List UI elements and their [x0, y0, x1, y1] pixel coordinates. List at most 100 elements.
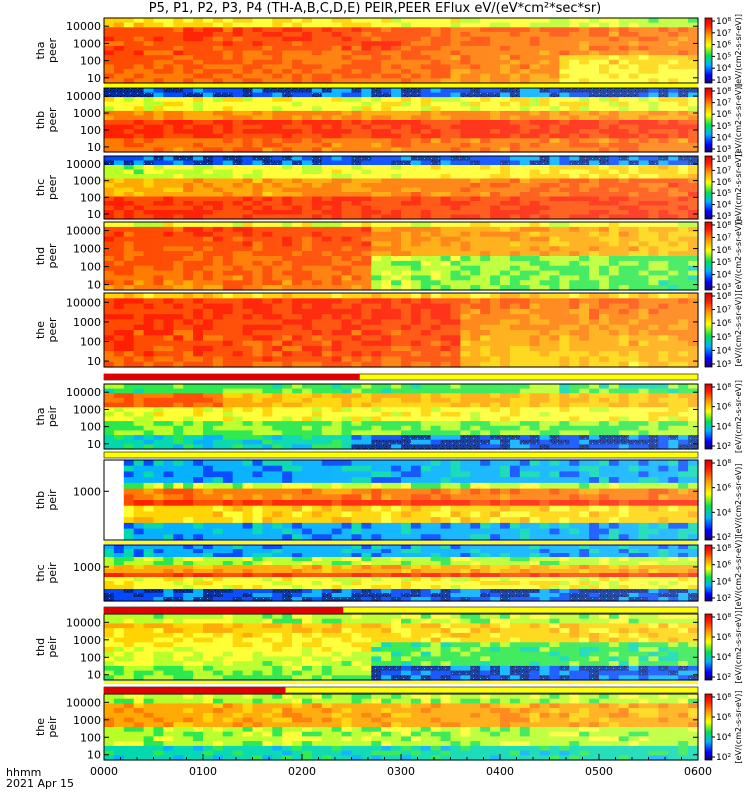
- y-axis-label: peir: [46, 405, 59, 427]
- colorbar-tick-label: 10²: [716, 442, 731, 452]
- y-tick-label: 100: [80, 191, 101, 204]
- colorbar: [704, 221, 713, 291]
- x-tick-label: 0400: [486, 765, 514, 778]
- y-tick-label: 10: [87, 355, 101, 368]
- colorbar-tick-label: 10⁸: [716, 87, 731, 97]
- y-tick-label: 10000: [66, 296, 101, 309]
- y-tick-label: 100: [80, 336, 101, 349]
- colorbar: [704, 17, 713, 84]
- colorbar-label: [eV/(cm2-s-sr-eV)]: [734, 610, 743, 683]
- y-tick-label: 1000: [73, 316, 101, 329]
- y-tick-label: 1000: [73, 714, 101, 727]
- y-axis-label: peer: [46, 175, 59, 201]
- mode-bar: [104, 541, 698, 544]
- y-axis-label: thc: [34, 564, 47, 581]
- y-tick-label: 1000: [73, 243, 101, 256]
- colorbar-tick-label: 10⁴: [716, 64, 731, 74]
- colorbar-tick-label: 10⁶: [716, 633, 731, 643]
- panel-frame: [103, 17, 699, 84]
- y-tick-label: 10000: [66, 20, 101, 33]
- colorbar-tick-label: 10⁴: [716, 577, 731, 587]
- y-axis-label: the: [34, 321, 47, 339]
- y-axis-label: thb: [34, 111, 47, 129]
- mode-bar-segment: [104, 607, 344, 613]
- colorbar-tick-label: 10⁵: [716, 122, 731, 132]
- y-tick-label: 1000: [73, 175, 101, 188]
- y-axis-label: peer: [46, 243, 59, 269]
- colorbar: [704, 155, 713, 220]
- y-tick-label: 10: [87, 72, 101, 85]
- y-tick-label: 10000: [66, 386, 101, 399]
- colorbar-tick-label: 10⁴: [716, 653, 731, 663]
- colorbar-tick-label: 10⁴: [716, 271, 731, 281]
- colorbar-tick-label: 10⁴: [716, 346, 731, 356]
- y-tick-label: 1000: [73, 107, 101, 120]
- mode-bar-segment: [104, 687, 286, 693]
- colorbar-tick-label: 10⁴: [716, 422, 731, 432]
- panel-thd-peir: 10 100 1000 10000 thd peir 10² 10⁴ 10⁶ 10⁸ [eV/(cm…: [34, 610, 743, 683]
- colorbar-tick-label: 10⁴: [716, 201, 731, 211]
- y-axis-label: peir: [46, 636, 59, 658]
- mode-bar: [103, 451, 699, 459]
- y-tick-label: 100: [80, 651, 101, 664]
- panel-the-peer: 10 100 1000 10000 the peer 10³ 10⁴ 10⁵ 10⁶ 10⁷ 10⁸[…: [34, 292, 743, 370]
- x-tick-label: 0200: [288, 765, 316, 778]
- colorbar: [704, 693, 713, 761]
- y-tick-label: 10000: [66, 90, 101, 103]
- y-tick-label: 10: [87, 749, 101, 762]
- colorbar: [704, 292, 713, 368]
- panel-thb-peir: 1000 thb peir 10² 10⁴ 10⁶ 10⁸ [eV/(cm2-s-sr-eV)…: [34, 459, 743, 543]
- colorbar-tick-label: 10⁶: [716, 484, 731, 494]
- panel-frame: [103, 221, 699, 291]
- y-tick-label: 10: [87, 279, 101, 292]
- x-tick-label: 0500: [585, 765, 613, 778]
- colorbar: [704, 544, 713, 602]
- y-tick-label: 10: [87, 669, 101, 682]
- colorbar-label: [eV/(cm2-s-sr-eV)]: [734, 690, 743, 763]
- y-tick-label: 100: [80, 124, 101, 137]
- colorbar-tick-label: 10²: [716, 753, 731, 763]
- colorbar-tick-label: 10⁴: [716, 733, 731, 743]
- y-axis-label: peer: [46, 107, 59, 133]
- colorbar-tick-label: 10⁷: [716, 29, 731, 39]
- colorbar-label: [eV/(cm2-s-sr-eV)]: [734, 293, 743, 366]
- colorbar-tick-label: 10⁴: [716, 508, 731, 518]
- colorbar-tick-label: 10⁸: [716, 383, 731, 393]
- time-axis-label: hhmm: [6, 766, 42, 779]
- colorbar-tick-label: 10⁸: [716, 544, 731, 554]
- colorbar-tick-label: 10³: [716, 360, 731, 370]
- colorbar-tick-label: 10²: [716, 533, 731, 543]
- colorbar-tick-label: 10⁷: [716, 99, 731, 109]
- y-axis-label: peer: [46, 38, 59, 64]
- panel-frame: [103, 544, 699, 602]
- colorbar-tick-label: 10⁵: [716, 258, 731, 268]
- colorbar: [704, 613, 713, 681]
- x-tick-label: 0100: [189, 765, 217, 778]
- y-axis-label: tha: [34, 41, 47, 59]
- y-axis-label: peir: [46, 716, 59, 738]
- y-axis-label: thd: [34, 247, 47, 265]
- y-tick-label: 100: [80, 261, 101, 274]
- panel-thd-peer: 10 100 1000 10000 thd peer 10³ 10⁴ 10⁵ 10⁶ 10⁷ 10⁸[…: [34, 219, 743, 293]
- panel-frame: [103, 383, 699, 450]
- colorbar-tick-label: 10⁵: [716, 189, 731, 199]
- colorbar-tick-label: 10⁶: [716, 246, 731, 256]
- y-tick-label: 10000: [66, 158, 101, 171]
- x-tick-label: 0600: [684, 765, 712, 778]
- panel-frame: [103, 292, 699, 368]
- y-tick-label: 1000: [73, 634, 101, 647]
- colorbar-tick-label: 10³: [716, 212, 731, 222]
- colorbar-label: [eV/(cm2-s-sr-eV)]: [734, 380, 743, 453]
- panel-frame: [103, 613, 699, 681]
- colorbar-tick-label: 10⁸: [716, 221, 731, 231]
- y-axis-label: tha: [34, 407, 47, 425]
- y-tick-label: 1000: [73, 403, 101, 416]
- colorbar-tick-label: 10⁵: [716, 52, 731, 62]
- panel-frame: [103, 459, 699, 541]
- panel-frame: [103, 155, 699, 220]
- colorbar-tick-label: 10⁶: [716, 41, 731, 51]
- panel-thc-peir: 1000 thc peir 10² 10⁴ 10⁶ 10⁸ [eV/(cm2-s-sr-eV)…: [34, 536, 743, 609]
- panel-frame: [103, 87, 699, 153]
